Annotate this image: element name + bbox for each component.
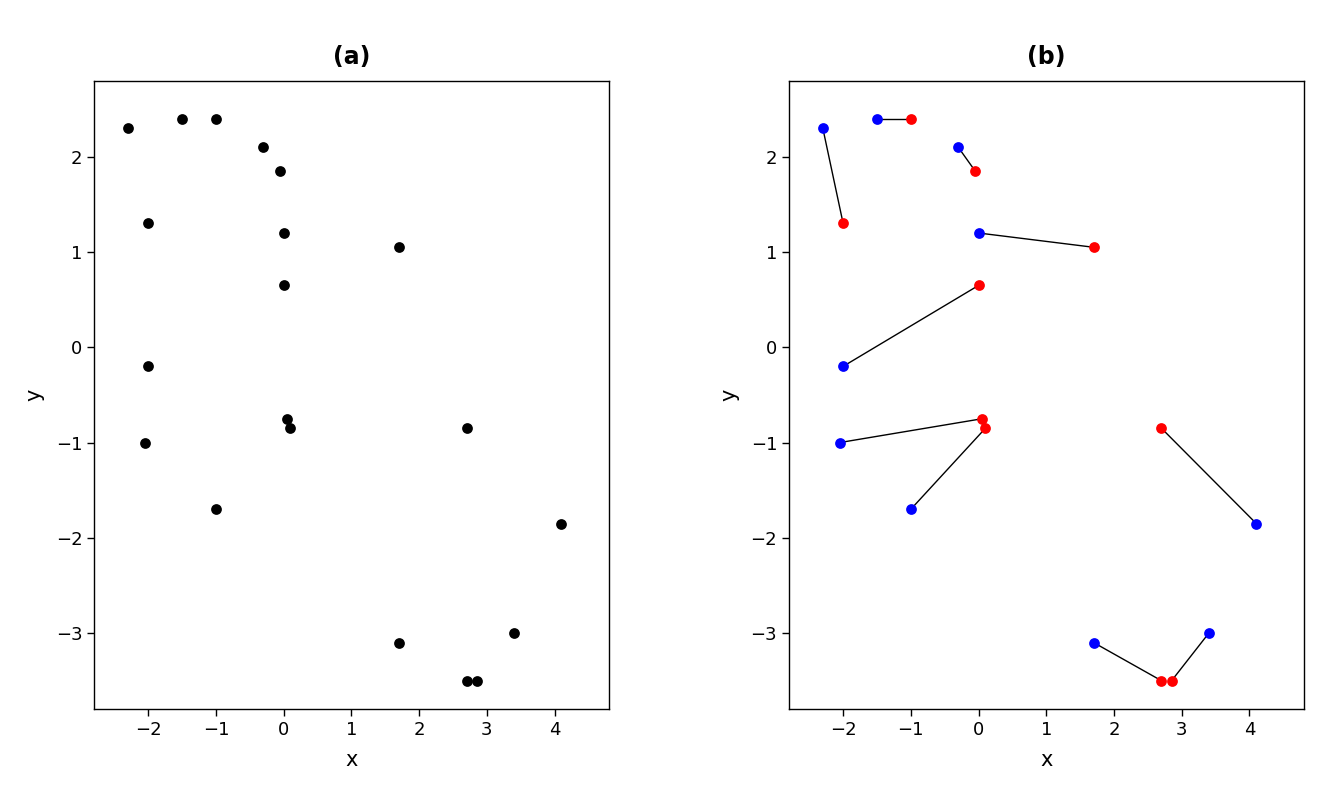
Point bbox=[1083, 636, 1105, 649]
Point bbox=[948, 141, 969, 154]
Point bbox=[1246, 517, 1267, 530]
Point bbox=[1150, 422, 1172, 434]
Point bbox=[456, 675, 477, 688]
Point bbox=[974, 422, 996, 434]
Point bbox=[867, 112, 888, 125]
Y-axis label: y: y bbox=[24, 388, 44, 401]
Point bbox=[968, 226, 989, 239]
Point bbox=[551, 517, 573, 530]
Point bbox=[270, 164, 292, 177]
Point bbox=[206, 112, 227, 125]
Point bbox=[253, 141, 274, 154]
Point bbox=[503, 626, 524, 639]
Point bbox=[466, 675, 488, 688]
Point bbox=[832, 217, 853, 230]
Point bbox=[965, 164, 986, 177]
Point bbox=[206, 503, 227, 516]
Point bbox=[134, 436, 156, 449]
Point bbox=[137, 217, 159, 230]
Point bbox=[968, 279, 989, 292]
Point bbox=[900, 503, 922, 516]
Point bbox=[273, 279, 294, 292]
Title: (b): (b) bbox=[1027, 45, 1066, 69]
Point bbox=[1161, 675, 1183, 688]
Title: (a): (a) bbox=[333, 45, 370, 69]
Point bbox=[1150, 675, 1172, 688]
Point bbox=[273, 226, 294, 239]
Point bbox=[812, 122, 833, 135]
Point bbox=[137, 360, 159, 373]
Point bbox=[900, 112, 922, 125]
Point bbox=[972, 413, 993, 426]
Point bbox=[277, 413, 298, 426]
X-axis label: x: x bbox=[1040, 750, 1052, 771]
Point bbox=[1198, 626, 1219, 639]
X-axis label: x: x bbox=[345, 750, 358, 771]
Point bbox=[388, 636, 410, 649]
Point bbox=[456, 422, 477, 434]
Point bbox=[1083, 241, 1105, 254]
Point bbox=[388, 241, 410, 254]
Point bbox=[172, 112, 194, 125]
Y-axis label: y: y bbox=[719, 388, 739, 401]
Point bbox=[832, 360, 853, 373]
Point bbox=[829, 436, 851, 449]
Point bbox=[280, 422, 301, 434]
Point bbox=[117, 122, 138, 135]
